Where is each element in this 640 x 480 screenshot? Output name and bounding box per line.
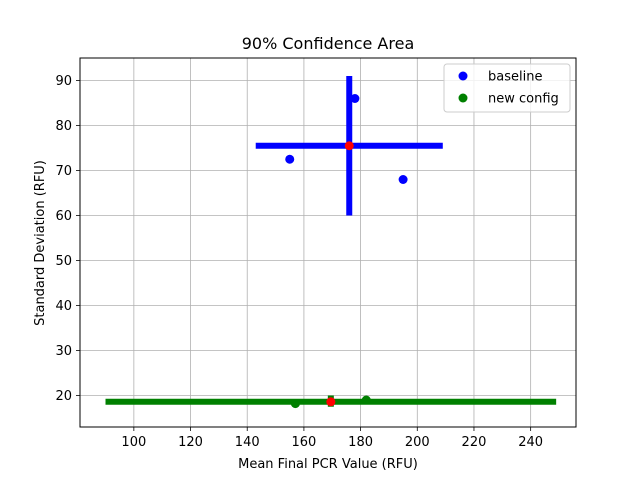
data-points — [285, 94, 408, 409]
data-point — [350, 94, 360, 103]
x-tick-label: 140 — [235, 435, 260, 450]
y-axis-label: Standard Deviation (RFU) — [33, 160, 48, 326]
data-point — [285, 154, 295, 164]
data-point — [361, 395, 371, 405]
legend-marker — [458, 71, 468, 81]
legend-marker — [458, 93, 468, 103]
x-tick-label: 120 — [178, 435, 203, 450]
y-tick-label: 20 — [55, 389, 72, 404]
plot-frame — [79, 57, 577, 428]
center-point — [344, 141, 354, 151]
x-axis-ticks: 100 120 140 160 180 200 220 240 — [121, 427, 543, 450]
legend-label: new config — [488, 92, 559, 107]
y-axis-ticks: 20 30 40 50 60 70 80 90 — [55, 74, 80, 404]
y-tick-label: 30 — [55, 344, 72, 359]
legend-box — [443, 63, 571, 113]
x-axis-label: Mean Final PCR Value (RFU) — [238, 457, 418, 472]
x-tick-label: 220 — [462, 435, 487, 450]
y-tick-label: 50 — [55, 254, 72, 269]
x-tick-label: 180 — [348, 435, 373, 450]
y-tick-label: 80 — [55, 119, 72, 134]
y-tick-label: 40 — [55, 299, 72, 314]
y-tick-label: 70 — [55, 164, 72, 179]
x-tick-label: 200 — [405, 435, 430, 450]
x-tick-label: 160 — [291, 435, 316, 450]
center-point — [326, 397, 336, 407]
x-tick-label: 100 — [121, 435, 146, 450]
legend-label: baseline — [488, 70, 542, 85]
x-tick-label: 240 — [518, 435, 543, 450]
grid — [80, 58, 576, 427]
data-point — [290, 399, 300, 409]
data-point — [398, 175, 408, 184]
legend: baseline new config — [443, 63, 571, 113]
y-tick-label: 60 — [55, 209, 72, 224]
y-tick-label: 90 — [55, 74, 72, 89]
chart-title: 90% Confidence Area — [242, 34, 415, 53]
